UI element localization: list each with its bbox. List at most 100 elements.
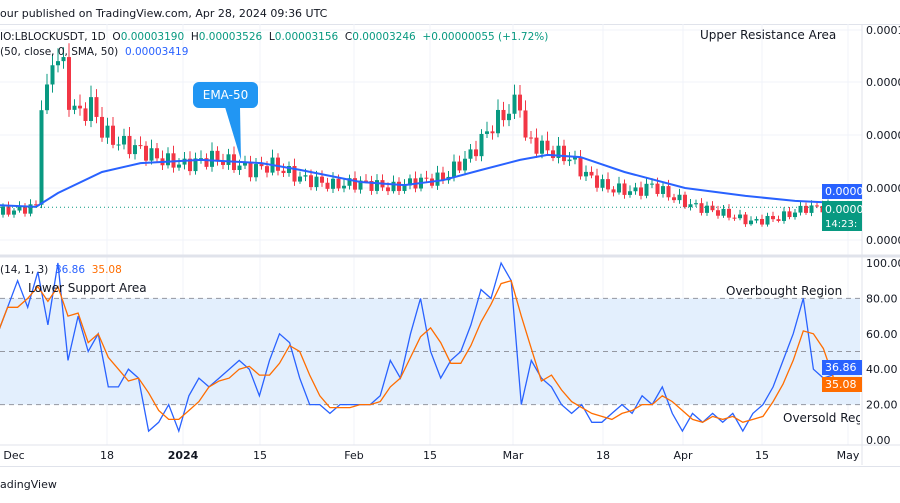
candle-body [1, 206, 5, 215]
change-value: +0.00000055 (+1.72%) [422, 31, 549, 43]
stoch-tick-label: 100.00 [866, 257, 900, 270]
candle [633, 182, 638, 195]
candle-body [485, 131, 489, 134]
candle [595, 168, 599, 192]
time-tick-label: Mar [503, 449, 524, 462]
candle [727, 204, 731, 221]
candle [199, 150, 203, 164]
stoch-tick-label: 20.00 [866, 399, 898, 412]
candle-body [369, 181, 374, 191]
candle [270, 149, 275, 176]
candle-body [468, 149, 473, 159]
candle-body [793, 212, 797, 218]
candle [56, 48, 60, 73]
time-tick-label: 15 [755, 449, 769, 462]
candle [672, 193, 676, 203]
candle [276, 153, 280, 176]
candle-body [727, 208, 731, 218]
candle-body [56, 61, 60, 66]
candle [369, 175, 374, 195]
candle-body [105, 125, 110, 138]
candle [138, 136, 143, 149]
stoch-k-tag-text: 36.86 [825, 361, 857, 374]
candle-body [661, 186, 665, 194]
stoch-d-value: 35.08 [91, 264, 122, 276]
stoch-k-line [0, 261, 834, 434]
symbol-name[interactable]: IO:LBLOCKUSDT, 1D [0, 31, 106, 43]
candle-body [507, 113, 511, 121]
candle [551, 145, 555, 162]
candle [677, 188, 682, 204]
candle [111, 117, 115, 149]
candle-body [23, 206, 27, 214]
candle [100, 107, 104, 142]
candle-body [518, 94, 522, 111]
candle [83, 102, 88, 126]
candle-body [798, 205, 803, 213]
candle-body [78, 105, 82, 109]
candle [485, 121, 489, 138]
candle [556, 137, 561, 164]
last-price-tag-text: 0.0000 [825, 203, 864, 216]
candle [523, 100, 528, 141]
open-value: 0.00003190 [120, 31, 185, 43]
candle-body [94, 97, 99, 117]
candle [639, 181, 643, 200]
candle-body [325, 182, 330, 189]
candle-body [375, 180, 379, 191]
candle-body [221, 161, 225, 165]
candle-body [534, 137, 539, 154]
candle-body [281, 170, 286, 174]
candle [342, 179, 346, 193]
candle [622, 179, 627, 199]
candle-body [754, 218, 759, 221]
candle [358, 176, 363, 194]
candle-body [595, 175, 599, 188]
candle [490, 125, 495, 140]
candle-body [738, 214, 742, 219]
upper-resistance-label: Upper Resistance Area [700, 28, 837, 42]
candle [754, 216, 759, 224]
candle [215, 146, 220, 166]
candle [743, 211, 748, 227]
published-header: our published on TradingView.com, Apr 28… [0, 0, 900, 25]
candle [397, 177, 401, 196]
candle [628, 185, 632, 198]
candle [232, 146, 236, 173]
candle [347, 174, 352, 190]
candle [50, 54, 55, 93]
candle-body [490, 131, 495, 134]
candle [617, 176, 621, 195]
high-value: 0.00003526 [198, 31, 263, 43]
candle-body [688, 204, 693, 208]
candle-body [89, 97, 93, 121]
candle [188, 151, 192, 176]
candle [545, 131, 550, 156]
lower-support-label: Lower Support Area [28, 281, 147, 295]
candle [705, 201, 709, 216]
price-tick-label: 0.0000 [866, 234, 900, 247]
stoch-title[interactable]: (14, 1, 3) [0, 264, 49, 276]
candle-body [259, 164, 264, 167]
ema-title[interactable]: (50, close, 0, SMA, 50) [0, 46, 119, 58]
candle-body [265, 166, 269, 173]
price-tick-label: 0.0000 [866, 182, 900, 195]
candle-body [138, 145, 143, 147]
candle [793, 209, 797, 220]
candle-body [298, 176, 302, 182]
candle-body [523, 110, 528, 138]
countdown-text: 14:23: [825, 219, 857, 230]
candle [699, 198, 704, 216]
candle [644, 178, 649, 199]
stoch-tick-label: 80.00 [866, 292, 898, 305]
candle-body [386, 187, 390, 192]
candle [457, 155, 462, 174]
candle [600, 174, 605, 192]
candle-body [248, 162, 253, 178]
stoch-tick-label: 60.00 [866, 328, 898, 341]
candle-body [45, 84, 49, 111]
candle [254, 158, 258, 182]
candle [67, 43, 71, 117]
